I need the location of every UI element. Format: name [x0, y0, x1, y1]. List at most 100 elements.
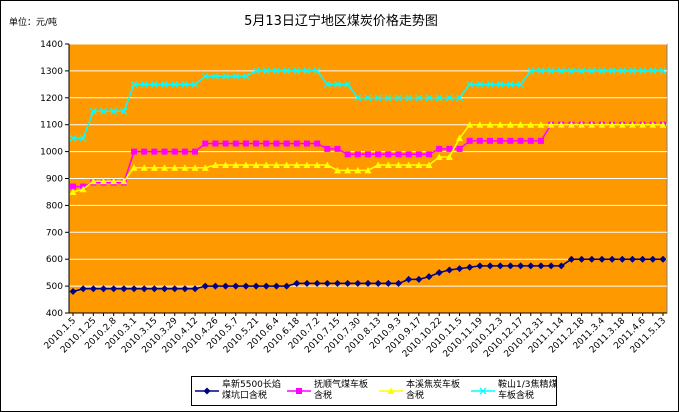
- marker: [232, 282, 240, 290]
- marker: [181, 285, 189, 293]
- marker: [598, 255, 606, 263]
- marker: [89, 107, 97, 115]
- marker: [283, 140, 290, 147]
- marker: [618, 121, 626, 128]
- marker: [252, 67, 260, 75]
- marker: [344, 166, 352, 174]
- marker: [487, 137, 494, 144]
- legend-item: 鞍山1/3焦精煤车板含税: [468, 377, 560, 405]
- marker: [354, 166, 362, 174]
- marker: [283, 161, 291, 169]
- marker: [517, 137, 524, 144]
- marker: [242, 161, 250, 169]
- marker: [436, 145, 443, 152]
- legend-icon: [287, 388, 311, 394]
- marker: [100, 177, 108, 185]
- marker: [323, 80, 331, 88]
- marker: [506, 80, 514, 88]
- marker: [333, 166, 341, 174]
- legend-item: 抚顺气煤车板含税: [284, 377, 376, 405]
- legend: 阜新5500长焰煤坑口含税 抚顺气煤车板含税 本溪焦炭车板含税 鞍山1/3焦精煤车板含…: [191, 376, 560, 406]
- marker: [181, 164, 189, 171]
- marker: [323, 279, 331, 287]
- marker: [130, 285, 138, 293]
- marker: [303, 140, 310, 147]
- y-tick-label: 400: [46, 309, 63, 319]
- marker: [69, 287, 77, 295]
- marker: [202, 140, 209, 147]
- marker: [334, 145, 341, 152]
- marker: [110, 285, 118, 293]
- marker: [222, 72, 230, 80]
- marker: [557, 262, 565, 270]
- marker: [232, 72, 240, 80]
- marker: [201, 72, 209, 80]
- y-tick-label: 1100: [40, 121, 63, 131]
- marker: [140, 164, 148, 171]
- y-tick-label: 1300: [40, 67, 63, 77]
- marker: [192, 148, 199, 155]
- marker: [161, 285, 169, 293]
- marker: [374, 279, 382, 287]
- marker: [639, 121, 647, 128]
- marker: [384, 161, 392, 169]
- marker: [171, 285, 179, 293]
- legend-icon: [471, 387, 495, 395]
- marker: [445, 153, 453, 160]
- marker: [161, 164, 169, 171]
- marker: [191, 80, 199, 88]
- marker: [395, 161, 403, 169]
- marker: [211, 161, 219, 169]
- marker: [527, 67, 535, 75]
- marker: [479, 387, 487, 395]
- marker: [466, 137, 473, 144]
- y-tick-label: 800: [46, 201, 63, 211]
- marker: [578, 67, 586, 75]
- marker: [618, 67, 626, 75]
- marker: [456, 134, 464, 142]
- marker: [141, 148, 148, 155]
- marker: [547, 67, 555, 75]
- marker: [313, 67, 321, 75]
- marker: [415, 94, 423, 102]
- marker: [181, 148, 188, 155]
- marker: [79, 185, 87, 193]
- marker: [191, 285, 199, 293]
- marker: [222, 140, 229, 147]
- marker: [262, 282, 270, 290]
- marker: [314, 140, 321, 147]
- marker: [405, 94, 413, 102]
- marker: [608, 255, 616, 263]
- marker: [313, 161, 321, 169]
- legend-label: 鞍山1/3焦精煤车板含税: [498, 380, 558, 401]
- marker: [517, 262, 525, 270]
- marker: [130, 164, 138, 171]
- marker: [120, 285, 128, 293]
- marker: [466, 80, 474, 88]
- marker: [395, 94, 402, 102]
- marker: [608, 121, 616, 128]
- marker: [364, 279, 372, 287]
- marker: [517, 121, 525, 128]
- marker: [486, 121, 494, 128]
- marker: [649, 121, 657, 128]
- marker: [161, 148, 168, 155]
- legend-item: 本溪焦炭车板含税: [376, 377, 468, 405]
- marker: [506, 262, 514, 270]
- marker: [537, 121, 545, 128]
- marker: [384, 94, 392, 102]
- marker: [283, 67, 291, 75]
- marker: [344, 151, 351, 158]
- marker: [588, 121, 596, 128]
- legend-icon: [379, 387, 403, 394]
- marker: [598, 67, 606, 75]
- marker: [476, 137, 483, 144]
- marker: [203, 387, 211, 395]
- marker: [415, 151, 422, 158]
- marker: [547, 121, 555, 128]
- marker: [384, 279, 392, 287]
- marker: [456, 265, 464, 273]
- marker: [476, 80, 484, 88]
- y-axis-label: 单位：元/吨: [9, 16, 57, 28]
- marker: [659, 67, 667, 75]
